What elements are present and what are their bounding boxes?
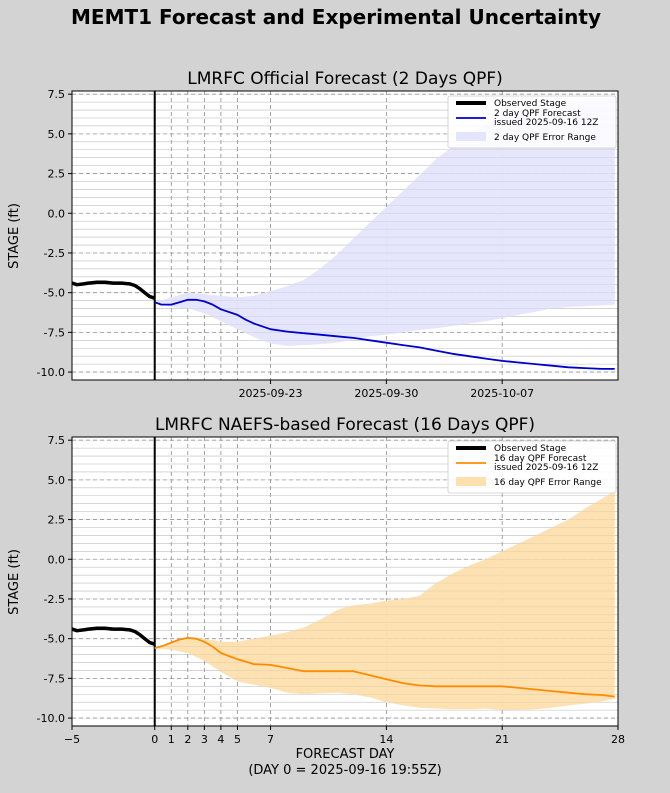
legend-observed-label: Observed Stage bbox=[494, 444, 567, 454]
naefs-error-band bbox=[154, 491, 615, 711]
x-tick-label: 28 bbox=[611, 733, 625, 746]
x-tick-label: 5 bbox=[234, 733, 241, 746]
figure-title: MEMT1 Forecast and Experimental Uncertai… bbox=[71, 5, 601, 29]
legend-band-label: 2 day QPF Error Range bbox=[494, 133, 596, 143]
x-tick-label: 2 bbox=[184, 733, 191, 746]
legend-issued-label: issued 2025-09-16 12Z bbox=[494, 463, 598, 473]
legend-band-label: 16 day QPF Error Range bbox=[494, 478, 602, 488]
y-tick-label: -5.0 bbox=[44, 287, 65, 300]
x-tick-label: 2025-09-23 bbox=[239, 387, 303, 400]
y-tick-label: 2.5 bbox=[48, 514, 66, 527]
y-tick-label: -2.5 bbox=[44, 593, 65, 606]
panel-title-naefs: LMRFC NAEFS-based Forecast (16 Days QPF) bbox=[155, 415, 535, 435]
x-axis-sublabel: (DAY 0 = 2025-09-16 19:55Z) bbox=[248, 763, 441, 778]
x-tick-label: 3 bbox=[201, 733, 208, 746]
y-tick-label: 7.5 bbox=[48, 88, 66, 101]
official-forecast-line bbox=[154, 298, 615, 370]
y-axis-label-naefs: STAGE (ft) bbox=[7, 549, 22, 615]
naefs-forecast-line bbox=[154, 637, 615, 698]
observed-stage-line bbox=[71, 626, 156, 646]
y-tick-label: -5.0 bbox=[44, 633, 65, 646]
x-tick-label: 4 bbox=[217, 733, 224, 746]
naefs-forecast-panel: LMRFC NAEFS-based Forecast (16 Days QPF)… bbox=[7, 415, 625, 746]
x-tick-label: −5 bbox=[64, 733, 80, 746]
y-tick-label: 2.5 bbox=[48, 168, 66, 181]
y-tick-label: 7.5 bbox=[48, 434, 66, 447]
x-tick-label: 0 bbox=[151, 733, 158, 746]
y-tick-label: 0.0 bbox=[48, 207, 66, 220]
x-axis-label: FORECAST DAY bbox=[296, 747, 395, 762]
legend-forecast-label: 2 day QPF Forecast bbox=[494, 109, 581, 119]
x-tick-label: 7 bbox=[267, 733, 274, 746]
x-tick-label: 14 bbox=[379, 733, 393, 746]
y-axis-label-official: STAGE (ft) bbox=[7, 203, 22, 269]
y-tick-label: -10.0 bbox=[37, 366, 65, 379]
x-tick-label: 21 bbox=[495, 733, 509, 746]
legend-box bbox=[447, 95, 617, 149]
panel-title-official: LMRFC Official Forecast (2 Days QPF) bbox=[187, 69, 503, 89]
legend-band-swatch bbox=[456, 477, 486, 486]
legend-band-swatch bbox=[456, 132, 486, 141]
plot-frame bbox=[71, 436, 619, 727]
x-tick-label: 2025-10-07 bbox=[470, 387, 534, 400]
x-tick-label: 1 bbox=[168, 733, 175, 746]
legend-forecast-label: 16 day QPF Forecast bbox=[494, 454, 587, 464]
x-tick-label: 2025-09-30 bbox=[354, 387, 418, 400]
y-tick-label: 5.0 bbox=[48, 128, 66, 141]
y-tick-label: -2.5 bbox=[44, 247, 65, 260]
y-tick-label: 5.0 bbox=[48, 474, 66, 487]
y-tick-label: 0.0 bbox=[48, 553, 66, 566]
legend-box bbox=[447, 440, 617, 494]
y-tick-label: -7.5 bbox=[44, 326, 65, 339]
official-forecast-panel: LMRFC Official Forecast (2 Days QPF) STA… bbox=[7, 69, 619, 400]
observed-stage-line bbox=[71, 280, 156, 300]
y-tick-label: -7.5 bbox=[44, 672, 65, 685]
y-tick-label: -10.0 bbox=[37, 712, 65, 725]
official-error-band bbox=[154, 98, 615, 346]
plot-frame bbox=[71, 90, 619, 381]
legend-observed-label: Observed Stage bbox=[494, 99, 567, 109]
legend-issued-label: issued 2025-09-16 12Z bbox=[494, 118, 598, 128]
